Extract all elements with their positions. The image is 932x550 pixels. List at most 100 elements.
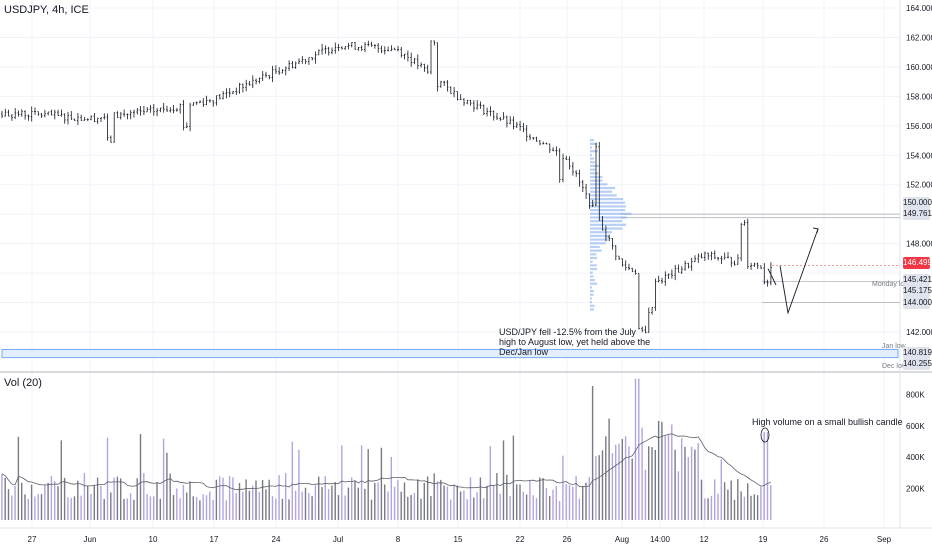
volume-bar [595,456,597,520]
volume-bar [591,386,594,520]
dec-jan-low-zone [1,348,899,359]
volume-bar [278,475,280,520]
volume-bar [215,479,218,520]
volume-tick-label: 400K [906,453,925,462]
volume-bar [172,495,175,520]
volume-bar [380,447,383,520]
volume-bar [542,478,544,520]
volume-profile-bar [590,260,593,263]
volume-bar [648,446,650,520]
volume-bar [153,496,155,520]
volume-bar [700,479,703,520]
volume-bar [720,459,722,520]
volume-bar [327,489,330,520]
volume-profile-bar [590,238,609,241]
volume-highlight-circle [760,427,770,443]
volume-profile-bar [590,153,592,156]
volume-bar [367,449,369,520]
volume-profile-bar [590,194,617,197]
volume-bar [189,481,191,520]
volume-profile-bar [590,293,594,296]
volume-bar [192,496,194,520]
volume-profile-bar [590,249,602,252]
volume-bar [585,482,587,520]
volume-bar [291,441,293,520]
volume-bar [486,485,488,520]
volume-bar [714,479,716,520]
volume-tick-label: 800K [906,390,925,399]
volume-bar [601,450,604,520]
volume-profile-bar [590,253,597,256]
volume-bar [44,484,46,520]
price-tick-label: 164.000 [906,4,932,13]
volume-bar [50,475,53,520]
volume-bar [489,446,491,520]
volume-profile-bar [590,227,623,230]
volume-bar [311,496,313,520]
volume-bar [618,443,620,520]
volume-bar [763,432,765,520]
time-tick-label: 10 [149,535,158,544]
volume-bar [179,498,181,520]
volume-bar [760,486,762,520]
volume-bar [466,499,468,520]
volume-bar [288,499,290,520]
volume-profile-bar [590,164,600,168]
volume-bar [631,458,633,520]
volume-bar [525,494,528,520]
volume-bar [116,476,119,520]
volume-bar [766,432,769,520]
volume-bar [298,449,300,520]
volume-bar [37,494,39,520]
volume-bar [456,485,458,520]
volume-bar [644,469,647,520]
volume-bar [374,482,376,520]
volume-bar [159,498,161,520]
time-tick-label: 27 [28,535,37,544]
volume-bar [582,485,584,520]
volume-bar [657,420,660,520]
volume-bar [232,477,234,520]
volume-bar [347,487,350,520]
volume-bar [146,494,148,520]
volume-bar [110,492,112,520]
volume-bar [209,491,211,520]
time-tick-label: 14:00 [650,535,671,544]
time-tick-label: 17 [210,535,219,544]
volume-bar [341,445,343,520]
volume-bar [605,436,607,520]
volume-bar [314,485,317,520]
volume-profile-bar [590,290,595,293]
volume-bar [519,484,521,520]
volume-profile-bar [590,142,598,145]
volume-bar [651,447,653,520]
volume-bar [60,440,62,520]
volume-profile-bar [590,282,598,285]
volume-bar [446,486,449,520]
volume-bar [723,482,726,520]
time-tick-label: 15 [454,535,463,544]
volume-profile-bar [590,297,592,300]
volume-bar [63,477,66,520]
time-tick-label: 19 [759,535,768,544]
volume-bar [704,498,706,520]
volume-bar [572,486,574,520]
volume-bar [364,488,366,520]
volume-profile-bar [590,308,594,311]
volume-profile-bar [590,157,595,160]
price-tag: 140.819 [903,347,932,359]
price-tag: 145.175 [903,285,932,297]
volume-bar [337,495,340,520]
volume-pane-label[interactable]: Vol (20) [4,377,42,389]
volume-profile-bar [590,209,626,212]
volume-bar [143,473,145,520]
volume-bar [354,481,356,520]
volume-profile-bar [590,146,593,149]
volume-bar [413,492,416,520]
volume-profile-bar [590,172,599,175]
volume-bar [430,496,432,520]
symbol-title[interactable]: USDJPY, 4h, ICE [4,4,89,16]
volume-profile-bar [590,223,627,226]
volume-bar [621,439,623,520]
volume-bar [562,455,564,520]
